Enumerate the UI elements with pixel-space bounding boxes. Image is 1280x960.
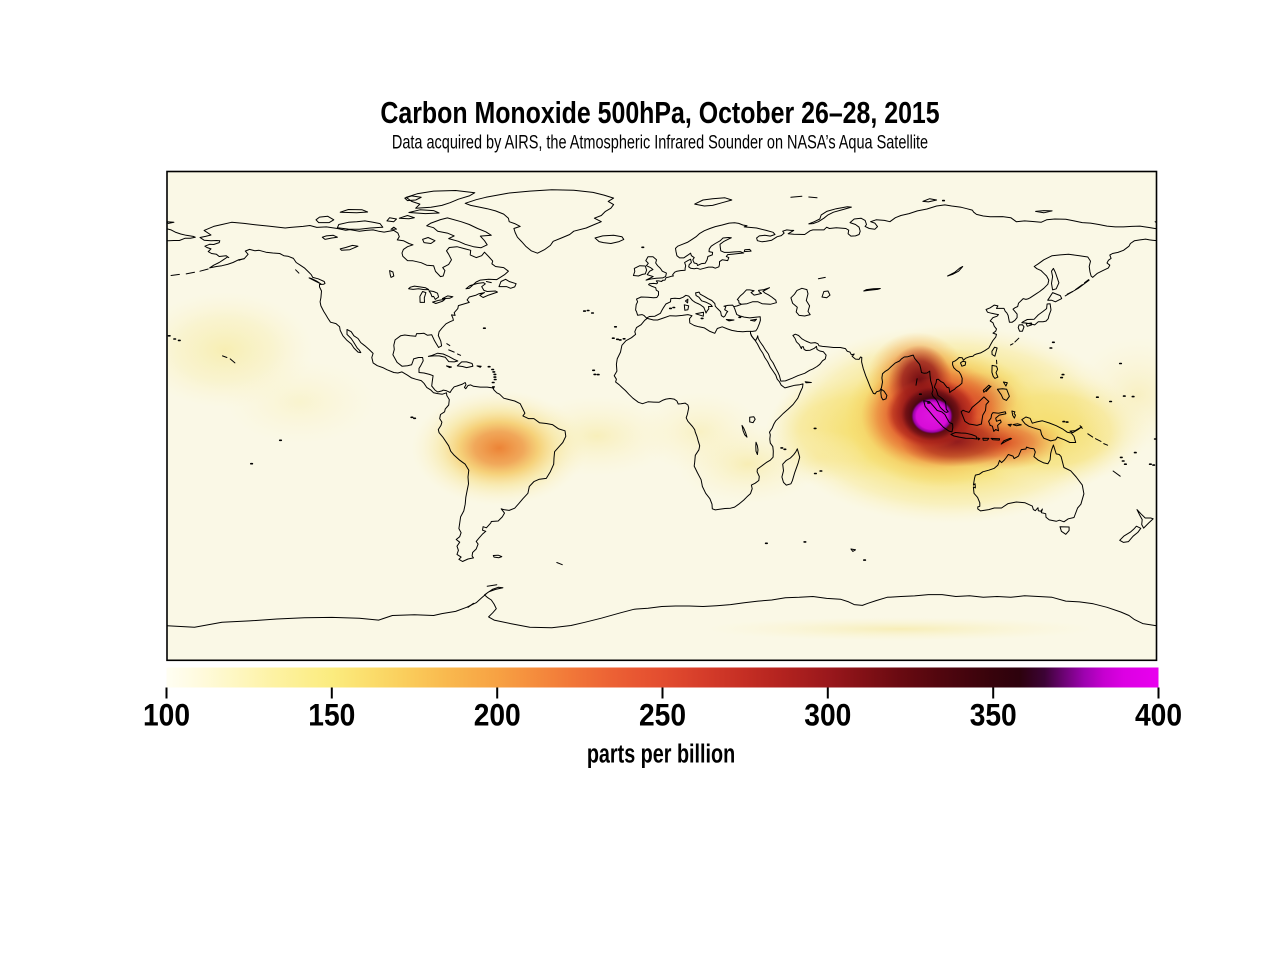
svg-text:350: 350 — [970, 698, 1017, 733]
svg-text:100: 100 — [143, 698, 190, 733]
svg-text:Carbon Monoxide 500hPa, Octobe: Carbon Monoxide 500hPa, October 26–28, 2… — [380, 96, 939, 130]
svg-text:parts per billion: parts per billion — [587, 739, 735, 768]
svg-text:400: 400 — [1135, 698, 1182, 733]
svg-text:150: 150 — [308, 698, 355, 733]
svg-text:250: 250 — [639, 698, 686, 733]
svg-text:300: 300 — [804, 698, 851, 733]
svg-text:Data acquired by AIRS, the Atm: Data acquired by AIRS, the Atmospheric I… — [392, 132, 928, 153]
svg-text:200: 200 — [474, 698, 521, 733]
